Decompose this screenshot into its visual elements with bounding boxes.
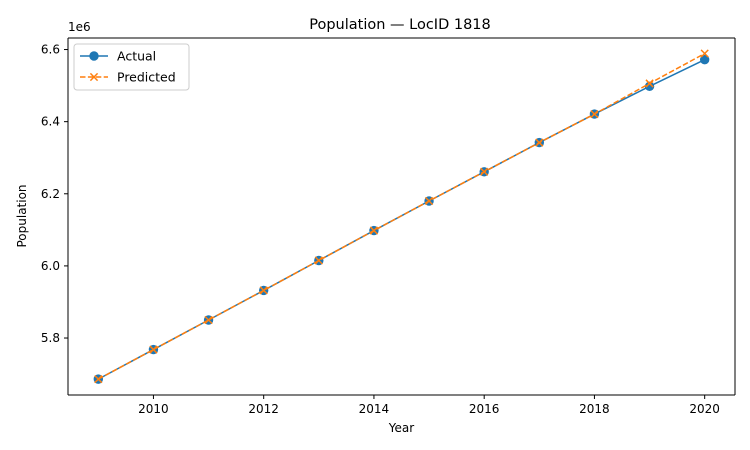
data-point-predicted-stroke-b <box>480 167 489 176</box>
y-offset-label: 1e6 <box>68 20 91 34</box>
data-point-predicted <box>480 167 489 176</box>
data-point-predicted <box>590 109 599 119</box>
y-tick-label: 6.2 <box>41 187 60 201</box>
y-axis-ticks: 5.8 6.0 6.2 6.4 6.6 <box>41 43 68 345</box>
data-point-predicted <box>369 226 379 235</box>
y-tick-label: 6.6 <box>41 43 60 57</box>
chart-title: Population — LocID 1818 <box>309 17 491 33</box>
series-layer <box>93 49 710 384</box>
legend-label-actual: Actual <box>117 49 156 64</box>
y-tick-label: 5.8 <box>41 331 60 345</box>
legend-marker-actual <box>89 51 99 61</box>
x-tick-label: 2020 <box>689 402 720 416</box>
y-tick-label: 6.4 <box>41 115 60 129</box>
data-point-predicted-stroke-b <box>204 315 213 325</box>
legend: Actual Predicted <box>73 43 190 91</box>
y-axis-label: Population <box>15 184 29 247</box>
data-point-predicted-stroke-b <box>94 375 103 384</box>
x-axis-ticks: 2010 2012 2014 2016 2018 2020 <box>138 395 720 416</box>
x-tick-label: 2010 <box>138 402 169 416</box>
y-tick-label: 6.0 <box>41 259 60 273</box>
data-point-predicted <box>94 375 103 384</box>
data-point-predicted <box>424 196 434 206</box>
series-line-predicted <box>97 52 706 380</box>
x-tick-label: 2012 <box>248 402 279 416</box>
x-axis-label: Year <box>388 421 414 435</box>
axes-frame <box>67 37 736 396</box>
data-point-predicted <box>259 286 268 295</box>
data-point-predicted-stroke-b <box>645 79 654 88</box>
data-point-predicted <box>535 138 544 147</box>
legend-marker-predicted-stroke-b <box>89 72 99 82</box>
data-point-predicted-stroke-b <box>259 286 268 295</box>
data-point-predicted-stroke-b <box>314 256 323 265</box>
data-point-predicted-stroke-b <box>149 345 158 354</box>
data-point-predicted <box>645 79 654 88</box>
x-tick-label: 2016 <box>469 402 500 416</box>
series-predicted <box>94 49 709 384</box>
legend-label-predicted: Predicted <box>117 70 176 85</box>
x-tick-label: 2018 <box>579 402 610 416</box>
data-point-predicted <box>204 315 213 325</box>
data-point-predicted <box>149 345 158 354</box>
legend-entries: Actual Predicted <box>80 49 176 85</box>
x-tick-label: 2014 <box>359 402 390 416</box>
data-point-predicted-stroke-b <box>424 196 434 206</box>
data-point-predicted <box>700 49 709 58</box>
data-point-predicted-stroke-b <box>700 49 709 58</box>
data-point-predicted-stroke-b <box>369 226 379 235</box>
data-point-predicted-stroke-b <box>590 109 599 119</box>
legend-marker-predicted <box>89 72 99 82</box>
data-point-predicted <box>314 256 323 265</box>
data-point-actual <box>699 54 710 65</box>
data-point-predicted-stroke-b <box>535 138 544 147</box>
